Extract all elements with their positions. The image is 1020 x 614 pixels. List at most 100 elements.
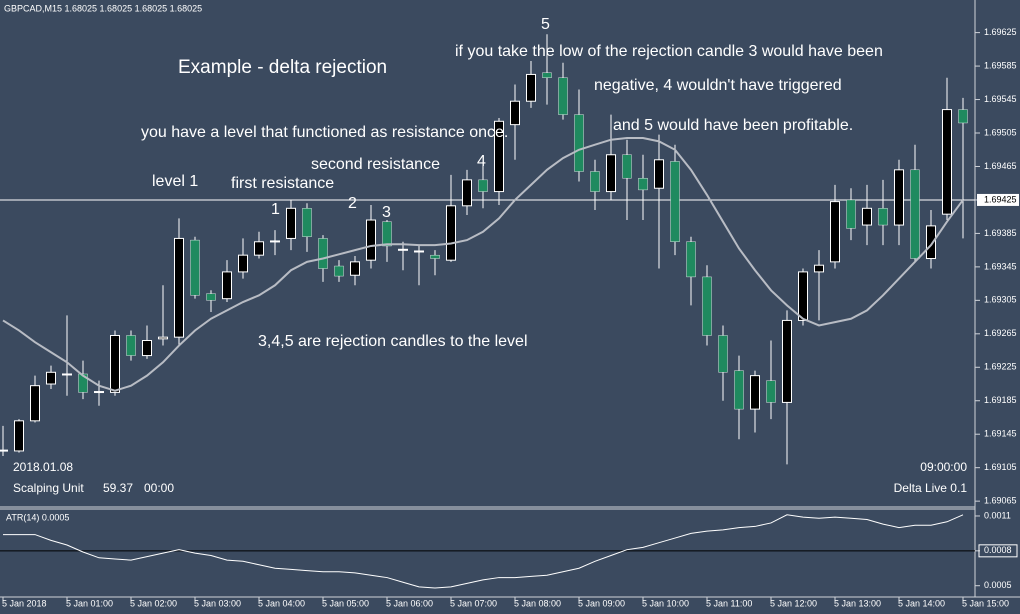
- info-label: Scalping Unit: [13, 481, 84, 495]
- y-tick-label: 0.0008: [984, 545, 1012, 555]
- x-tick-label: 5 Jan 12:00: [770, 598, 817, 608]
- x-tick-label: 5 Jan 14:00: [898, 598, 945, 608]
- annotation: you have a level that functioned as resi…: [141, 124, 508, 141]
- candle-body: [910, 169, 920, 259]
- candle-body: [446, 205, 456, 261]
- candle-body: [494, 120, 504, 193]
- level-label-box: [978, 544, 1018, 558]
- candle-body: [606, 154, 616, 193]
- candle-body: [30, 385, 40, 422]
- candle-body: [14, 420, 24, 452]
- candle-body: [110, 334, 120, 393]
- candle-body: [542, 72, 552, 78]
- y-tick-label: 1.69225: [984, 362, 1017, 372]
- candle-body: [238, 254, 248, 273]
- x-tick-label: 5 Jan 10:00: [642, 598, 689, 608]
- atr-panel: 0.0011 0.0008 0.0005 5 Jan 2018 5 Jan 01:00 5…: [0, 510, 1018, 608]
- candle-body: [926, 225, 936, 260]
- candle-body: [670, 161, 680, 242]
- x-tick-label: 5 Jan 08:00: [514, 598, 561, 608]
- annotation: 5: [541, 16, 550, 33]
- y-tick-label: 1.69465: [984, 161, 1017, 171]
- candle-body: [382, 221, 392, 247]
- x-tick-label: 5 Jan 2018: [2, 598, 47, 608]
- candle-body: [174, 237, 184, 338]
- candle-body: [526, 73, 536, 102]
- candle-body: [478, 179, 488, 192]
- x-tick-label: 5 Jan 05:00: [322, 598, 369, 608]
- candle-body: [366, 219, 376, 261]
- candle-body: [654, 159, 664, 189]
- candle-body: [158, 336, 168, 340]
- candle-body: [286, 207, 296, 239]
- candle-body: [142, 340, 152, 357]
- x-tick-label: 5 Jan 13:00: [834, 598, 881, 608]
- candle-body: [750, 375, 760, 410]
- candle-body: [942, 109, 952, 215]
- x-tick-label: 5 Jan 15:00: [962, 598, 1009, 608]
- annotation: 3,4,5 are rejection candles to the level: [258, 333, 528, 350]
- candle-body: [46, 371, 56, 385]
- candle-body: [270, 240, 280, 243]
- level-label-box: [977, 193, 1019, 206]
- annotation: level 1: [152, 173, 198, 190]
- candle-body: [686, 241, 696, 278]
- candle-body: [894, 169, 904, 226]
- annotation: negative, 4 wouldn't have triggered: [594, 77, 842, 94]
- annotation: if you take the low of the rejection can…: [455, 43, 883, 60]
- candle-body: [846, 199, 856, 229]
- y-tick-label: 1.69625: [984, 27, 1017, 37]
- candle-body: [398, 248, 408, 251]
- y-tick-label: 1.69425: [984, 194, 1017, 204]
- candle-body: [798, 271, 808, 321]
- x-tick-label: 5 Jan 04:00: [258, 598, 305, 608]
- candle-body: [510, 100, 520, 126]
- candle-body: [318, 238, 328, 269]
- candle-body: [862, 207, 872, 226]
- candle-body: [126, 335, 136, 356]
- candle-body: [958, 109, 968, 124]
- candle-body: [302, 208, 312, 237]
- candle-body: [190, 239, 200, 296]
- info-version: Delta Live 0.1: [894, 481, 968, 495]
- x-tick-label: 5 Jan 09:00: [578, 598, 625, 608]
- y-tick-label: 1.69145: [984, 429, 1017, 439]
- candle-body: [94, 391, 104, 394]
- x-tick-label: 5 Jan 07:00: [450, 598, 497, 608]
- candle-body: [638, 177, 648, 191]
- y-tick-label: 1.69305: [984, 295, 1017, 305]
- annotation: 4: [477, 153, 486, 170]
- price-panel: 1.69625 1.69585 1.69545 1.69505 1.69465 1.694…: [0, 27, 1019, 506]
- x-tick-label: 5 Jan 02:00: [130, 598, 177, 608]
- y-tick-label: 1.69105: [984, 462, 1017, 472]
- atr-line: [3, 514, 964, 589]
- x-tick-label: 5 Jan 11:00: [706, 598, 752, 608]
- annotation: Example - delta rejection: [178, 57, 387, 78]
- atr-title: ATR(14) 0.0005: [6, 512, 69, 522]
- candle-body: [574, 114, 584, 172]
- candle-body: [558, 77, 568, 115]
- x-tick-label: 5 Jan 06:00: [386, 598, 433, 608]
- candle-body: [462, 179, 472, 207]
- y-tick-label: 1.69545: [984, 94, 1017, 104]
- y-tick-label: 1.69185: [984, 395, 1017, 405]
- candle-body: [350, 261, 360, 276]
- x-tick-label: 5 Jan 01:00: [66, 598, 113, 608]
- candle-body: [590, 171, 600, 192]
- annotation: 1: [271, 201, 280, 218]
- y-tick-label: 0.0005: [984, 580, 1012, 590]
- info-time: 00:00: [144, 481, 174, 495]
- symbol-header: GBPCAD,M15 1.68025 1.68025 1.68025 1.680…: [4, 3, 202, 13]
- candle-body: [254, 241, 264, 256]
- y-tick-label: 1.69065: [984, 496, 1017, 506]
- info-date: 2018.01.08: [13, 460, 73, 474]
- candle-body: [782, 319, 792, 403]
- candle-body: [222, 271, 232, 300]
- moving-average: [2, 137, 964, 392]
- annotation: second resistance: [311, 156, 440, 173]
- y-tick-label: 1.69585: [984, 60, 1017, 70]
- annotation: first resistance: [231, 175, 334, 192]
